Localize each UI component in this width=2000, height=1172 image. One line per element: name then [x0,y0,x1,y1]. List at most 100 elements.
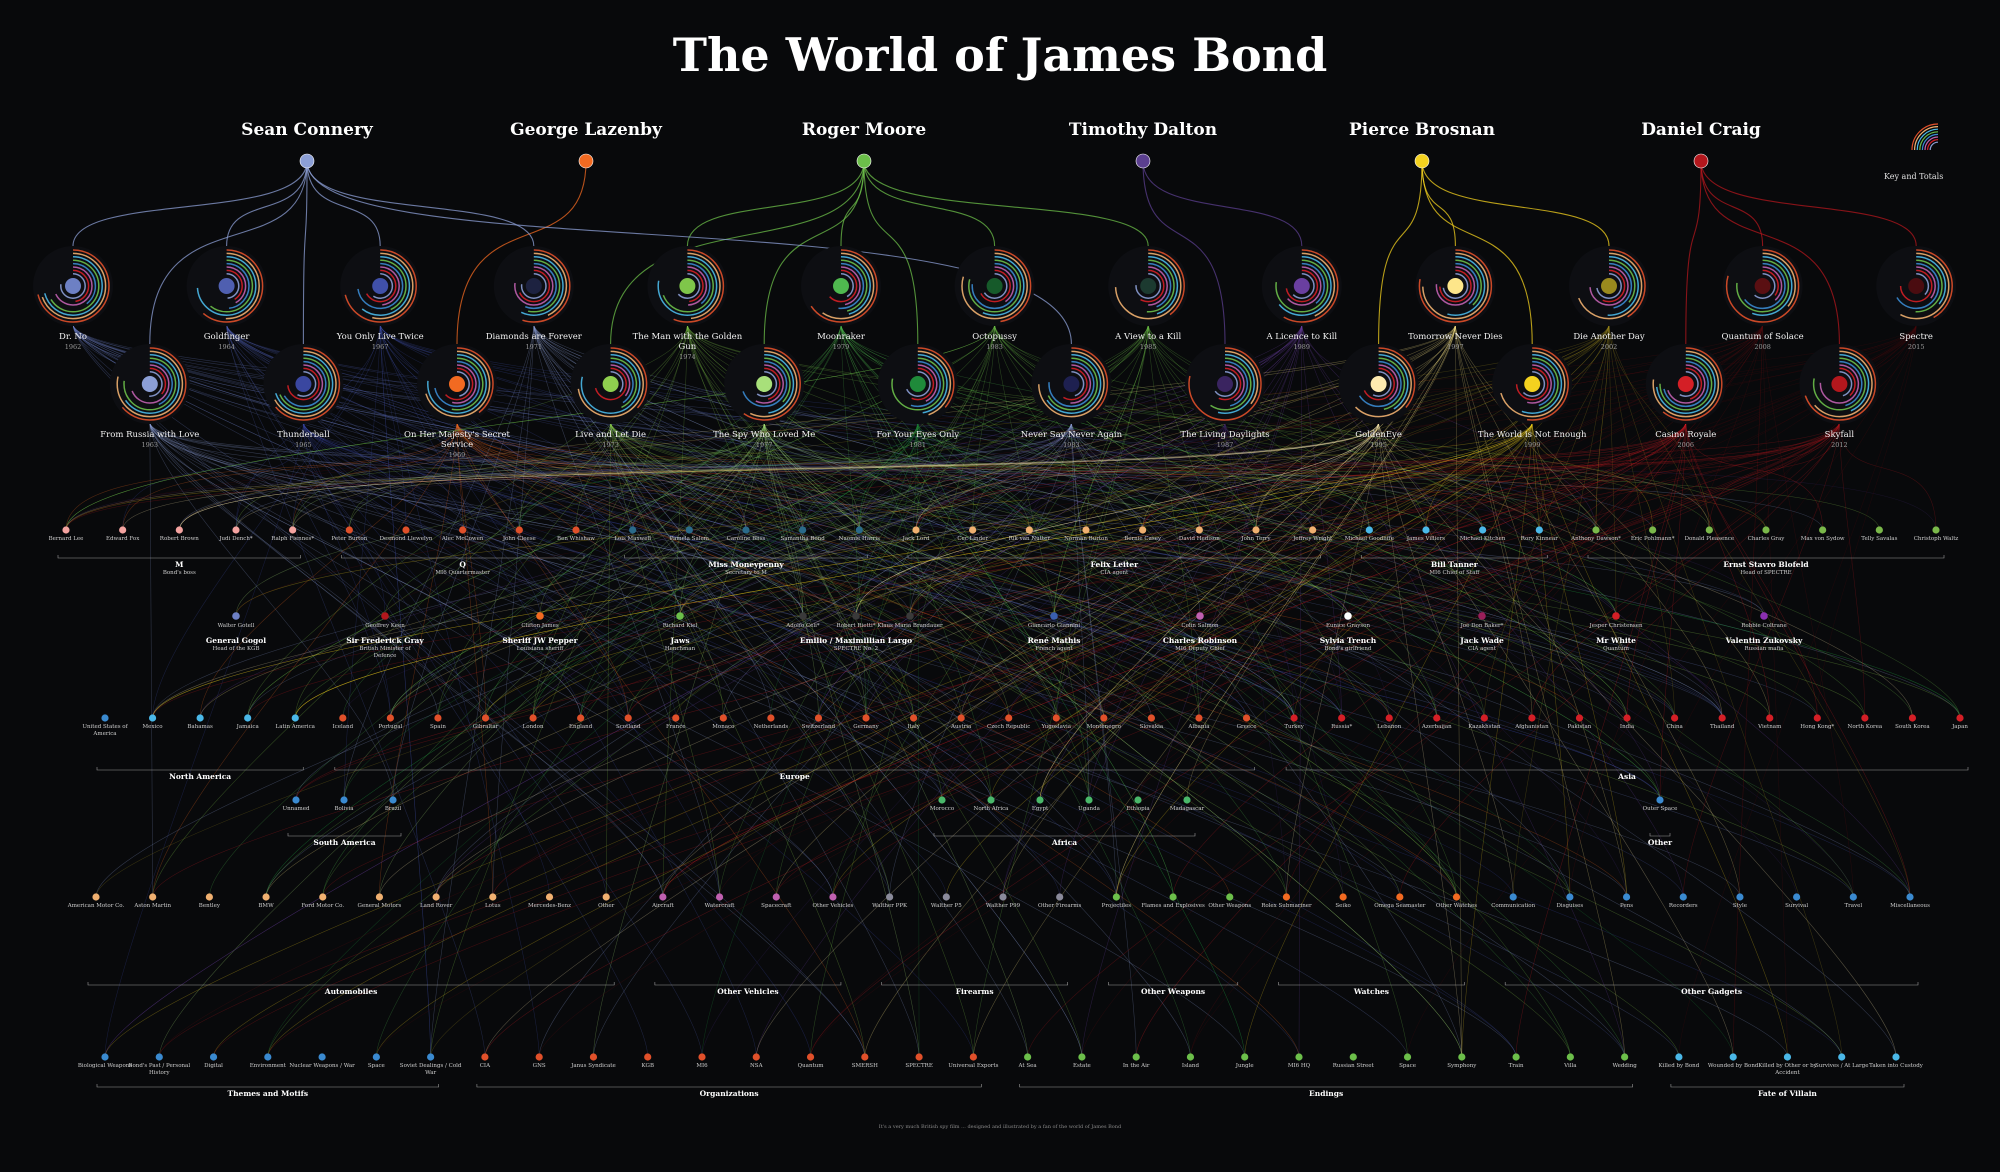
group-bracket [1361,555,1548,559]
film-element-link [593,421,1072,1058]
group-sub: CIA agent [1100,570,1129,576]
film-element-link [149,421,803,531]
actor-film-link [1700,160,1764,247]
film-element-link [294,421,1533,719]
film-element-link [1539,323,1610,531]
group-bracket [1587,555,1945,559]
element-node [909,714,918,722]
film-element-link [390,421,1687,719]
film-element-link [1147,323,1866,719]
film-element-link [303,421,1349,617]
film-title: For Your Eyes Only 1981 [858,430,978,450]
film-element-link [303,421,1401,898]
theme-group-label: Fate of Villain [1758,1089,1817,1098]
film-element-link [855,421,1379,617]
character-role: French agent [1035,646,1073,652]
film-element-link [994,323,1571,1058]
film-element-link [65,421,458,531]
element-node [345,526,353,534]
character-node [799,612,807,620]
element-label: Aircraft [652,903,674,909]
film-element-link [610,421,1843,1058]
character-actor: Robert Rietti* [836,623,876,629]
film-element-link [1142,323,1456,531]
film-glyph [1722,246,1803,326]
element-node [1783,1053,1792,1061]
element-label: Uganda [1078,806,1100,812]
element-node [481,1053,489,1061]
film-year: 1995 [1370,441,1387,449]
film-element-link [379,323,803,531]
film-element-link [1116,323,1763,898]
film-element-link [72,323,747,531]
film-element-link [303,421,550,898]
film-title-text: Tomorrow Never Dies [1408,332,1503,342]
film-element-link [149,421,581,719]
element-node [262,893,270,901]
film-element-link [379,421,765,898]
element-label: Miscellaneous [1890,903,1930,909]
element-label: Christoph Waltz [1913,536,1959,542]
film-element-link [149,421,1342,719]
element-label: Janus Syndicate [571,1063,616,1069]
element-node [372,1053,380,1061]
film-element-link [149,421,1741,898]
film-element-link [1762,323,1854,898]
element-node [1082,526,1090,534]
film-element-link [213,421,1840,1058]
character-node [852,612,860,620]
element-node [589,1053,598,1061]
film-element-link [593,421,765,1058]
film-element-link [1198,323,1917,719]
film-element-link [994,323,1675,719]
element-label: Wounded by Bond [1707,1063,1759,1069]
film-glyph [1261,246,1342,326]
page-title: The World of James Bond [672,28,1328,82]
film-element-link [1081,323,1303,1058]
element-label: Brazil [384,806,402,812]
film-element-link [1512,323,1610,898]
group-bracket [1504,982,1919,986]
film-element-link [687,323,962,719]
group-bracket [1285,767,1969,771]
film-element-link [303,421,386,617]
film-element-link [379,323,720,898]
element-node [1385,714,1393,722]
film-element-link [1027,421,1840,1058]
film-element-link [392,323,535,801]
element-node [1025,526,1033,534]
element-node [1195,526,1203,534]
element-label: Edward Fox [105,536,140,542]
film-element-link [755,323,1303,1058]
element-label: Slovakia [1139,724,1164,730]
film-year: 2008 [1754,343,1771,351]
film-element-link [818,323,1303,719]
element-node [1762,526,1770,534]
film-element-link [1147,323,1485,719]
element-label: MI6 HQ [1287,1063,1311,1069]
character-name: General Gogol [205,636,267,645]
element-node [1349,1053,1357,1061]
film-element-link [456,421,1231,898]
film-element-link [343,323,535,801]
element-node [1085,796,1093,804]
element-node [1622,893,1631,901]
film-element-link [492,421,1687,898]
object-group-label: Automobiles [324,987,378,996]
film-element-link [610,421,1961,719]
film-element-link [840,323,1090,801]
film-element-link [1053,323,1610,617]
element-node [232,526,240,534]
film-element-link [303,421,391,719]
film-year: 1974 [679,353,696,361]
element-label: Russian Street [1332,1063,1374,1069]
element-label: Judi Dench* [219,536,253,542]
film-element-link [1407,323,1917,1058]
character-node [676,612,684,620]
element-node [489,893,497,901]
film-element-link [456,421,1540,531]
region-group-label: North America [169,772,232,781]
film-element-link [994,323,1438,719]
element-label: Walther P5 [930,903,962,909]
film-element-link [342,421,1226,719]
